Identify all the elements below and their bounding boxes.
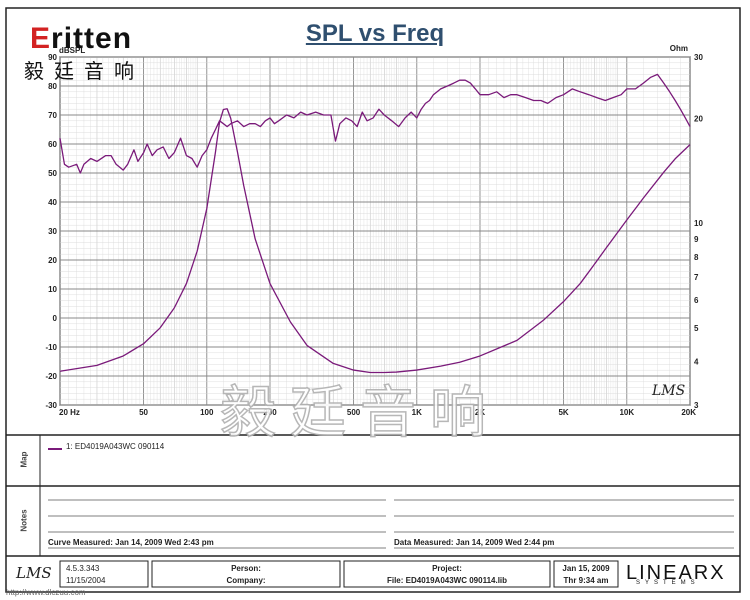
file-label: File: ED4019A043WC 090114.lib [386, 576, 508, 585]
chart-title: SPL vs Freq [305, 20, 445, 47]
y-axis-label: dBSPL [59, 46, 85, 55]
project-label: Project: [432, 564, 462, 573]
x-tick-label: 20 Hz [59, 408, 80, 417]
y-tick-label: -10 [45, 343, 57, 352]
y2-tick-label: 30 [694, 53, 703, 62]
y-tick-label: 10 [48, 285, 57, 294]
y-tick-label: 0 [53, 314, 58, 323]
x-tick-label: 50 [139, 408, 148, 417]
lms-footer-logo: LMS [16, 564, 52, 582]
y2-tick-label: 10 [694, 219, 703, 228]
x-tick-label: 1K [412, 408, 422, 417]
x-tick-label: 2K [475, 408, 485, 417]
legend-swatch [48, 448, 62, 450]
x-tick-label: 500 [347, 408, 361, 417]
y-tick-label: 80 [48, 82, 57, 91]
y-tick-label: 30 [48, 227, 57, 236]
chart-marks [59, 73, 691, 374]
lms-graph-logo: LMS [652, 383, 686, 399]
y-tick-label: 20 [48, 256, 57, 265]
y2-tick-label: 20 [694, 114, 703, 123]
y2-tick-label: 9 [694, 235, 699, 244]
data-measured-note: Data Measured: Jan 14, 2009 Wed 2:44 pm [394, 538, 555, 547]
software-version-date: 11/15/2004 [66, 576, 106, 585]
software-version: 4.5.3.343 [66, 564, 100, 573]
y2-tick-label: 5 [694, 324, 699, 333]
y2-tick-label: 3 [694, 401, 699, 410]
x-tick-label: 100 [200, 408, 214, 417]
chart-tick-labels: 20 Hz 50 100 200 500 1K 2K 5K 10K 20K908070605040… [45, 44, 703, 417]
y2-tick-label: 8 [694, 253, 699, 262]
y-tick-label: 50 [48, 169, 57, 178]
company-label: Company: [226, 576, 266, 585]
brand-chinese-name: 毅廷音响 [24, 59, 144, 83]
y-tick-label: 40 [48, 198, 57, 207]
y-tick-label: -20 [45, 372, 57, 381]
watermark: 毅廷音响 [219, 380, 500, 447]
source-url: http://www.dlczuu.com [6, 588, 86, 597]
brand-logo: Eritten [30, 22, 133, 55]
y-tick-label: 70 [48, 111, 57, 120]
y-tick-label: 60 [48, 140, 57, 149]
x-tick-label: 5K [558, 408, 568, 417]
linearx-subtitle: SYSTEMS [636, 580, 700, 586]
linearx-logo: LINEARX [626, 562, 726, 584]
y2-axis-label: Ohm [670, 44, 688, 53]
x-tick-label: 20K [681, 408, 696, 417]
x-tick-label: 10K [619, 408, 634, 417]
y2-tick-label: 7 [694, 273, 699, 282]
chart-grid [59, 56, 691, 406]
y2-tick-label: 6 [694, 296, 699, 305]
report-time: Thr 9:34 am [563, 576, 609, 585]
map-panel-label: Map [19, 451, 29, 468]
y2-tick-label: 4 [694, 358, 699, 367]
y-tick-label: -30 [45, 401, 57, 410]
y-tick-label: 90 [48, 53, 57, 62]
x-tick-label: 200 [263, 408, 277, 417]
person-label: Person: [231, 564, 261, 573]
notes-panel-label: Notes [19, 509, 29, 532]
impedance-series-line [59, 108, 691, 374]
report-date: Jan 15, 2009 [562, 564, 610, 573]
spl-series-line [59, 73, 691, 174]
outer-border [5, 7, 741, 593]
curve-measured-note: Curve Measured: Jan 14, 2009 Wed 2:43 pm [48, 538, 214, 547]
legend-entry: 1: ED4019A043WC 090114 [66, 442, 165, 451]
